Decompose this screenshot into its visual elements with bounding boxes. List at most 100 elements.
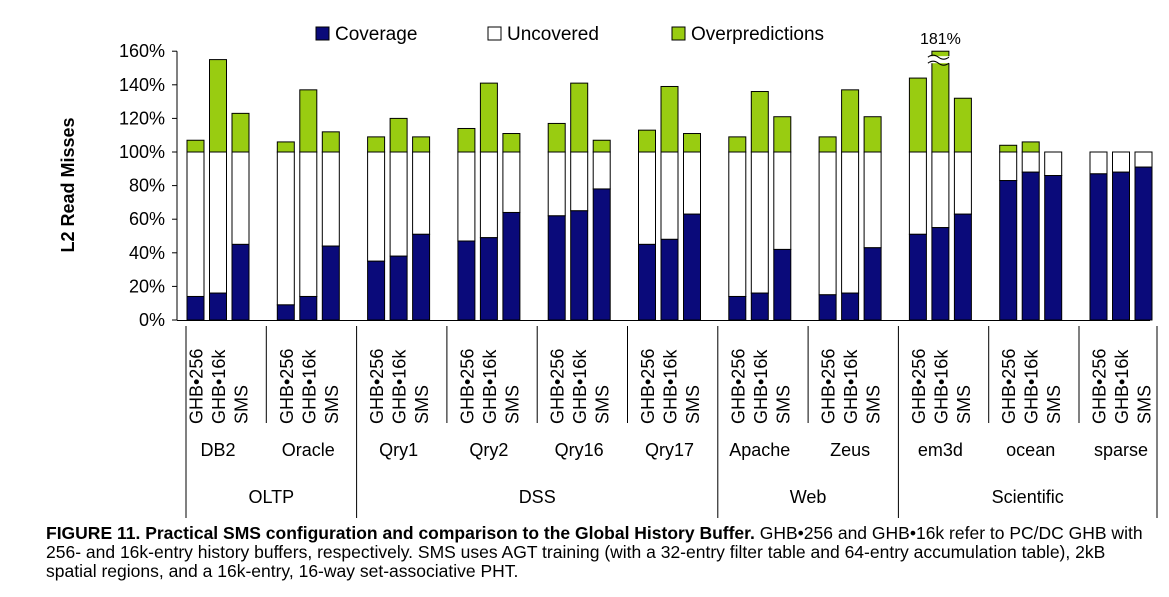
bar-coverage [953, 213, 972, 321]
legend-label: Overpredictions [691, 24, 824, 45]
bar-uncovered [389, 151, 408, 257]
group-label: OLTP [248, 487, 294, 507]
bar-coverage [1044, 175, 1063, 321]
y-tick-label: 40% [129, 243, 165, 263]
bar-overpredictions [818, 136, 837, 153]
bar-coverage [660, 238, 679, 321]
bar-uncovered [1134, 151, 1153, 168]
bar-coverage [276, 304, 295, 321]
bar-overpredictions [367, 136, 386, 153]
bar-overpredictions [389, 117, 408, 153]
x-tick-label: GHB•16k [841, 349, 861, 424]
x-tick-label: GHB•16k [1022, 349, 1042, 424]
bar-uncovered [1112, 151, 1130, 173]
bar-uncovered [276, 151, 295, 306]
bar-coverage [863, 247, 882, 321]
bar-overpredictions [276, 141, 295, 153]
x-tick-label: GHB•256 [367, 349, 387, 424]
bar-coverage [389, 255, 408, 321]
bar-overpredictions [570, 82, 589, 153]
bar-overpredictions [209, 59, 227, 153]
workload-label: Qry16 [555, 440, 604, 460]
bar-coverage [773, 248, 792, 321]
x-tick-label: SMS [502, 385, 522, 424]
x-tick-label: GHB•256 [548, 349, 568, 424]
bar-overpredictions [457, 127, 476, 153]
bar-coverage [479, 237, 498, 321]
bar-coverage [457, 240, 476, 321]
bar-coverage [728, 295, 747, 321]
bar-coverage [638, 243, 656, 321]
bar-uncovered [209, 151, 227, 294]
bar-uncovered [547, 151, 566, 217]
bar-overpredictions [412, 136, 431, 153]
x-tick-label: SMS [864, 385, 884, 424]
x-tick-label: SMS [954, 385, 974, 424]
bar-uncovered [863, 151, 882, 249]
workload-label: DB2 [200, 440, 235, 460]
x-tick-label: SMS [683, 385, 703, 424]
workload-label: em3d [918, 440, 963, 460]
bar-overpredictions [728, 136, 747, 153]
bar-uncovered [1089, 151, 1108, 175]
annotation-label: 181% [920, 31, 961, 48]
y-tick-label: 20% [129, 276, 165, 296]
caption-text: GHB•256 and GHB•16k refer to PC/DC GHB w… [46, 523, 1143, 581]
bar-overpredictions [750, 91, 769, 153]
x-tick-label: GHB•256 [819, 349, 839, 424]
bar-overpredictions [479, 82, 498, 153]
legend-swatch [671, 26, 686, 41]
bar-overpredictions [502, 133, 521, 153]
bar-uncovered [683, 151, 701, 215]
bar-break-line [927, 54, 950, 60]
bar-uncovered [1044, 151, 1063, 177]
workload-label: ocean [1006, 440, 1055, 460]
bar-coverage [209, 292, 227, 321]
stacked-bar-chart: Coverage Uncovered Overpredictions 0% 20% 40… [58, 24, 1158, 518]
bar-overpredictions [660, 85, 679, 153]
y-tick-label: 120% [119, 108, 165, 128]
bar-uncovered [570, 151, 589, 212]
bar-uncovered [773, 151, 792, 250]
bar-uncovered [638, 151, 656, 245]
bar-uncovered [999, 151, 1018, 182]
bar-uncovered [412, 151, 431, 235]
bar-overpredictions [953, 97, 972, 153]
bar-coverage [908, 233, 927, 321]
bar-coverage [1021, 171, 1040, 321]
bar-coverage [412, 233, 431, 321]
x-tick-label: SMS [593, 385, 613, 424]
bar-uncovered [479, 151, 498, 239]
x-tick-label: GHB•16k [931, 349, 951, 424]
x-tick-label: GHB•256 [187, 349, 207, 424]
x-tick-label: SMS [1044, 385, 1064, 424]
bar-uncovered [660, 151, 679, 240]
x-tick-label: SMS [1135, 385, 1155, 424]
x-tick-label: GHB•16k [751, 349, 771, 424]
x-tick-label: GHB•16k [209, 349, 229, 424]
bar-overpredictions [841, 89, 860, 153]
bar-coverage [818, 294, 837, 321]
bar-coverage [999, 180, 1018, 321]
bar-overpredictions [231, 112, 250, 153]
x-tick-label: GHB•16k [1112, 349, 1132, 424]
chart-legend: Coverage Uncovered Overpredictions [315, 24, 824, 45]
bar-uncovered [502, 151, 521, 213]
bar-uncovered [592, 151, 611, 190]
bars [186, 50, 1153, 321]
bar-coverage [1112, 171, 1130, 321]
y-tick-label: 140% [119, 75, 165, 95]
bar-coverage [186, 295, 205, 321]
bar-uncovered [321, 151, 340, 247]
bar-uncovered [931, 151, 950, 229]
y-tick-label: 0% [139, 310, 165, 330]
bar-coverage [321, 245, 340, 321]
bar-uncovered [841, 151, 860, 294]
y-tick-label: 60% [129, 209, 165, 229]
bar-uncovered [1021, 151, 1040, 173]
bar-overpredictions [908, 77, 927, 153]
bar-overpredictions [186, 139, 205, 153]
bar-overpredictions [863, 116, 882, 153]
workload-label: Qry17 [645, 440, 694, 460]
x-tick-label: GHB•256 [277, 349, 297, 424]
